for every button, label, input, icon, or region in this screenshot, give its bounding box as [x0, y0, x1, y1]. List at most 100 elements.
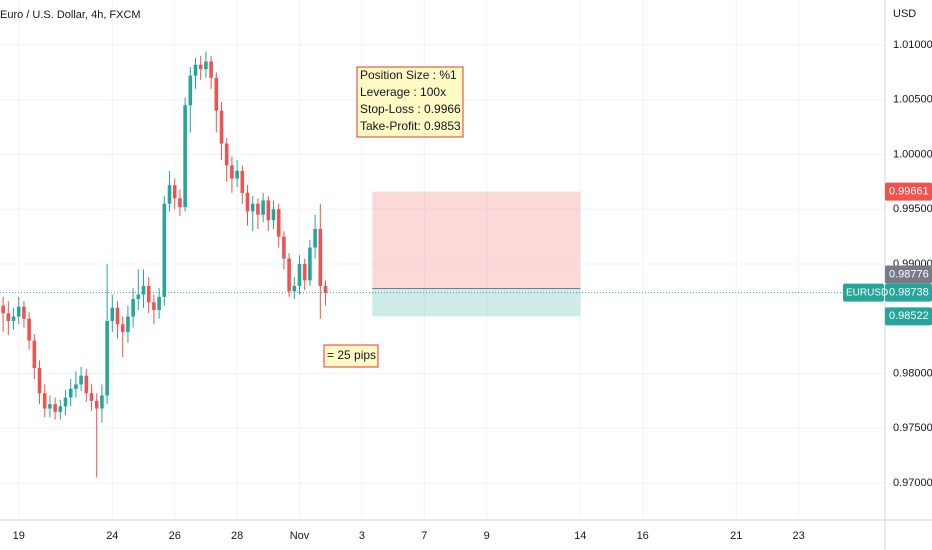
chart-title: Euro / U.S. Dollar, 4h, FXCM	[0, 9, 141, 21]
currency-label: USD	[893, 8, 916, 20]
note-line: Position Size : %1	[360, 68, 457, 82]
candle-body	[105, 320, 109, 396]
candle-body	[240, 170, 245, 193]
candle-body	[141, 285, 146, 295]
y-tick-label: 1.00500	[893, 94, 932, 106]
candle-body	[292, 285, 297, 292]
candle-body	[193, 64, 198, 76]
candle-body	[266, 200, 271, 221]
candle-body	[297, 263, 302, 286]
candle-body	[110, 307, 115, 321]
candle-body	[167, 185, 172, 204]
y-tick-label: 1.00000	[893, 148, 932, 160]
candle-body	[250, 203, 255, 212]
candle-body	[48, 404, 52, 409]
note-line: Leverage : 100x	[360, 85, 446, 99]
candle-body	[157, 296, 161, 310]
candle-body	[32, 340, 37, 369]
y-tick-label: 1.01000	[893, 39, 932, 51]
grid	[0, 0, 885, 520]
candle-body	[63, 397, 68, 407]
x-tick-label: 3	[359, 530, 365, 542]
candle-body	[79, 375, 83, 385]
candle-body	[318, 228, 323, 286]
price-labels: 0.970000.975000.980000.990000.995001.000…	[13, 39, 932, 542]
y-tick-label: 0.99500	[893, 203, 932, 215]
candle-body	[198, 64, 203, 70]
candle-body	[94, 400, 99, 409]
stop-loss-label-bg	[885, 182, 932, 201]
x-tick-label: 19	[13, 530, 25, 542]
candle-body	[287, 258, 291, 292]
x-tick-label: 26	[169, 530, 181, 542]
candle-body	[89, 393, 94, 401]
x-tick-label: 14	[574, 530, 586, 542]
candle-body	[100, 395, 104, 409]
candles	[1, 51, 328, 478]
current-price-label-bg	[885, 283, 932, 302]
candle-body	[126, 316, 130, 332]
candle-body	[183, 105, 187, 208]
candle-body	[120, 324, 125, 332]
symbol-label: EURUSD	[846, 287, 888, 298]
candle-body	[11, 316, 16, 321]
candle-body	[224, 143, 229, 166]
pips-box: = 25 pips	[323, 344, 379, 368]
candle-body	[323, 285, 328, 293]
candle-body	[68, 388, 73, 398]
candle-body	[204, 61, 208, 70]
current-price-label: 0.98738	[889, 287, 929, 299]
candle-body	[172, 185, 177, 199]
symbol-label-bg	[843, 283, 884, 302]
note-line: Stop-Loss : 0.9966	[360, 102, 461, 116]
candle-body	[115, 307, 120, 325]
candle-body	[230, 165, 234, 179]
candle-body	[22, 306, 26, 319]
candle-body	[261, 200, 265, 215]
candle-body	[271, 209, 276, 221]
candle-body	[58, 406, 63, 412]
candle-body	[245, 192, 250, 212]
x-tick-label: 21	[730, 530, 742, 542]
candle-body	[162, 203, 167, 297]
stop-zone	[372, 191, 581, 289]
candle-body	[235, 170, 239, 179]
candle-body	[313, 228, 317, 248]
x-tick-label: 28	[231, 530, 243, 542]
target-zone	[372, 288, 581, 317]
take-profit-label: 0.98522	[889, 310, 929, 322]
candle-body	[282, 236, 286, 259]
candle-body	[27, 318, 31, 341]
entry-label: 0.98776	[889, 268, 929, 280]
candle-body	[6, 313, 11, 321]
candle-body	[178, 198, 182, 208]
candle-body	[256, 203, 260, 215]
y-tick-label: 0.97500	[893, 422, 932, 434]
candle-body	[131, 299, 135, 317]
note-box: Position Size : %1 Leverage : 100x Stop-…	[356, 66, 464, 138]
candle-body	[74, 384, 78, 389]
candle-body	[276, 209, 281, 237]
note-background	[356, 66, 464, 138]
candle-body	[42, 393, 47, 409]
candle-body	[188, 75, 193, 106]
x-tick-label: 24	[106, 530, 118, 542]
candle-body	[136, 294, 141, 300]
x-tick-label: 9	[484, 530, 490, 542]
candle-body	[53, 404, 57, 412]
x-tick-label: 7	[421, 530, 427, 542]
stop-loss-label: 0.99661	[889, 186, 929, 198]
pips-label: = 25 pips	[327, 348, 376, 362]
candle-body	[219, 110, 224, 144]
take-profit-label-bg	[885, 307, 932, 326]
candle-body	[214, 77, 219, 111]
note-line: Take-Profit: 0.9853	[360, 119, 461, 133]
x-tick-label: 16	[637, 530, 649, 542]
candle-body	[37, 368, 42, 394]
candle-body	[302, 263, 307, 281]
x-tick-label: Nov	[290, 530, 310, 542]
entry-label-bg	[885, 265, 932, 284]
candle-body	[209, 61, 213, 78]
